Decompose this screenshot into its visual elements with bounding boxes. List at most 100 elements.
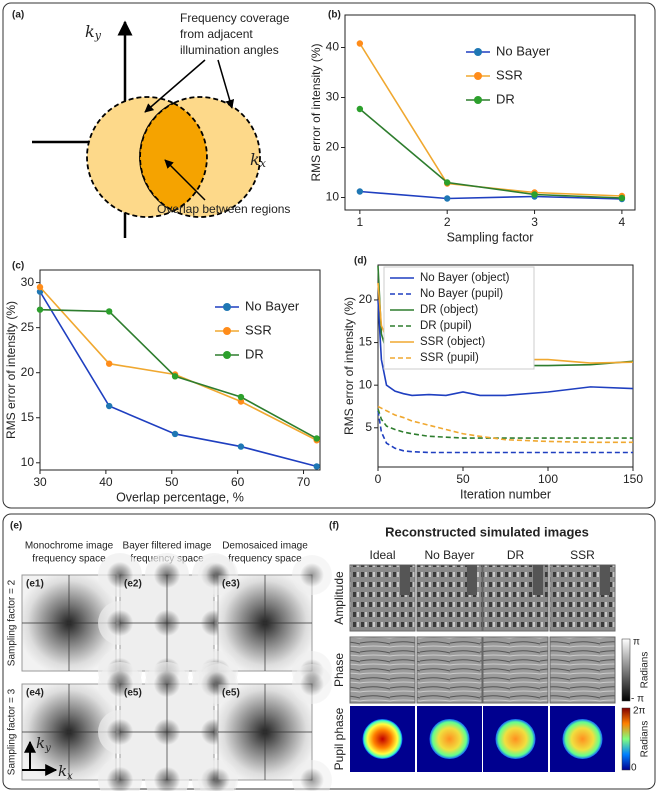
point bbox=[171, 373, 179, 380]
y-tick-label: 30 bbox=[21, 275, 35, 289]
spectrum-blob bbox=[98, 662, 142, 706]
k: k bbox=[85, 22, 95, 41]
row-label: Phase bbox=[332, 653, 346, 687]
x-tick-label: 70 bbox=[297, 475, 311, 489]
plot-frame bbox=[39, 269, 321, 471]
arrow bbox=[217, 59, 235, 109]
coverage-note: from adjacent bbox=[180, 27, 253, 41]
series-line bbox=[377, 410, 633, 454]
panel-label: (a) bbox=[12, 10, 24, 21]
phase-image bbox=[349, 636, 416, 704]
point bbox=[105, 360, 113, 367]
spectrum-blob bbox=[198, 760, 238, 791]
spectrum-blob bbox=[292, 760, 332, 791]
legend-label: SSR bbox=[245, 322, 272, 337]
point bbox=[237, 398, 245, 405]
sub: y bbox=[44, 743, 51, 754]
column-header: Bayer filtered image bbox=[123, 541, 212, 552]
row-label: Sampling factor = 3 bbox=[7, 688, 18, 775]
pupil-disk bbox=[362, 719, 403, 759]
spectrum-blob bbox=[292, 555, 332, 595]
y-tick-label: 10 bbox=[326, 190, 340, 204]
series-line bbox=[377, 405, 633, 444]
charts: (b) 10 20 30 40 1 2 3 4 Sampling factor RMS error … bbox=[4, 10, 643, 505]
point bbox=[237, 443, 245, 450]
x-tick-label: 2 bbox=[444, 215, 451, 229]
point bbox=[105, 308, 113, 315]
point bbox=[313, 435, 320, 442]
plot-frame bbox=[377, 264, 634, 468]
point bbox=[171, 430, 179, 438]
arrow bbox=[164, 159, 206, 201]
x-tick-label: 30 bbox=[33, 475, 47, 489]
y-tick-label: 25 bbox=[21, 320, 35, 334]
legend-label: SSR (object) bbox=[420, 336, 485, 348]
legend-marker bbox=[474, 96, 482, 104]
y-tick-label: 20 bbox=[359, 292, 373, 306]
y-tick-label: 10 bbox=[21, 455, 35, 469]
tile-label: (e5) bbox=[222, 688, 240, 699]
phase-image bbox=[416, 636, 483, 704]
y-tick-label: 20 bbox=[326, 140, 340, 154]
column-header: No Bayer bbox=[424, 548, 474, 562]
column-header: Ideal bbox=[369, 548, 395, 562]
legend-marker bbox=[474, 48, 482, 56]
column-header: Monochrome image bbox=[25, 541, 114, 552]
panel-e: (e) Monochrome image frequency space Bayer… bbox=[7, 521, 332, 791]
column-header: DR bbox=[507, 548, 525, 562]
legend-label: DR bbox=[496, 91, 515, 106]
tile-label: (e4) bbox=[26, 688, 44, 699]
point bbox=[356, 40, 364, 47]
top-frame bbox=[2, 2, 656, 509]
spectrum-blob bbox=[292, 664, 332, 704]
panel-label: (f) bbox=[329, 521, 339, 532]
k: k bbox=[36, 734, 45, 752]
series-line bbox=[377, 299, 634, 397]
x-tick-label: 150 bbox=[623, 472, 643, 486]
y-tick-label: 40 bbox=[326, 40, 340, 54]
overlap-note: Overlap between regions bbox=[157, 202, 290, 216]
y-tick-label: 10 bbox=[359, 377, 373, 391]
y-axis-label: RMS error of intensity (%) bbox=[4, 301, 18, 439]
tile-label: (e5) bbox=[124, 688, 142, 699]
y-tick-label: 20 bbox=[21, 365, 35, 379]
panel-label: (c) bbox=[12, 261, 24, 272]
row-label: Amplitude bbox=[332, 571, 346, 625]
arrow bbox=[144, 59, 206, 113]
x-tick-label: 60 bbox=[231, 475, 245, 489]
column-header: frequency space bbox=[228, 554, 302, 565]
spectrum-blob bbox=[98, 758, 142, 791]
x-tick-label: 4 bbox=[619, 215, 626, 229]
series-line bbox=[359, 190, 622, 200]
phase-image bbox=[549, 636, 616, 704]
pupil-disk bbox=[562, 719, 603, 759]
panel-label: (e) bbox=[10, 521, 22, 532]
column-header: Demosaiced image bbox=[222, 541, 308, 552]
row-label: Sampling factor = 2 bbox=[7, 579, 18, 666]
x-tick-label: 40 bbox=[99, 475, 113, 489]
sub: x bbox=[67, 771, 73, 782]
legend-label: DR (object) bbox=[420, 304, 478, 316]
colorbar-label: 2π bbox=[633, 706, 646, 717]
k-label: kx bbox=[58, 762, 73, 782]
series-line bbox=[377, 408, 633, 439]
colorbar bbox=[621, 638, 631, 702]
x-tick-label: 3 bbox=[531, 215, 538, 229]
legend-marker bbox=[223, 351, 231, 359]
tile-label: (e1) bbox=[26, 579, 44, 590]
kx-label: kx bbox=[250, 150, 267, 171]
legend-marker bbox=[223, 327, 231, 335]
column-header: frequency space bbox=[32, 554, 106, 565]
point bbox=[313, 463, 320, 470]
plot-frame bbox=[344, 14, 636, 211]
legend-marker bbox=[223, 303, 231, 311]
k-label: ky bbox=[36, 734, 51, 754]
overlap-region bbox=[139, 102, 208, 212]
colorbar-label: 0 bbox=[631, 763, 637, 774]
point bbox=[356, 188, 364, 195]
coverage-note: Frequency coverage bbox=[180, 11, 290, 25]
x-axis-label: Sampling factor bbox=[447, 230, 534, 244]
colorbar-label: π bbox=[633, 637, 640, 648]
legend-label: DR (pupil) bbox=[420, 320, 472, 332]
